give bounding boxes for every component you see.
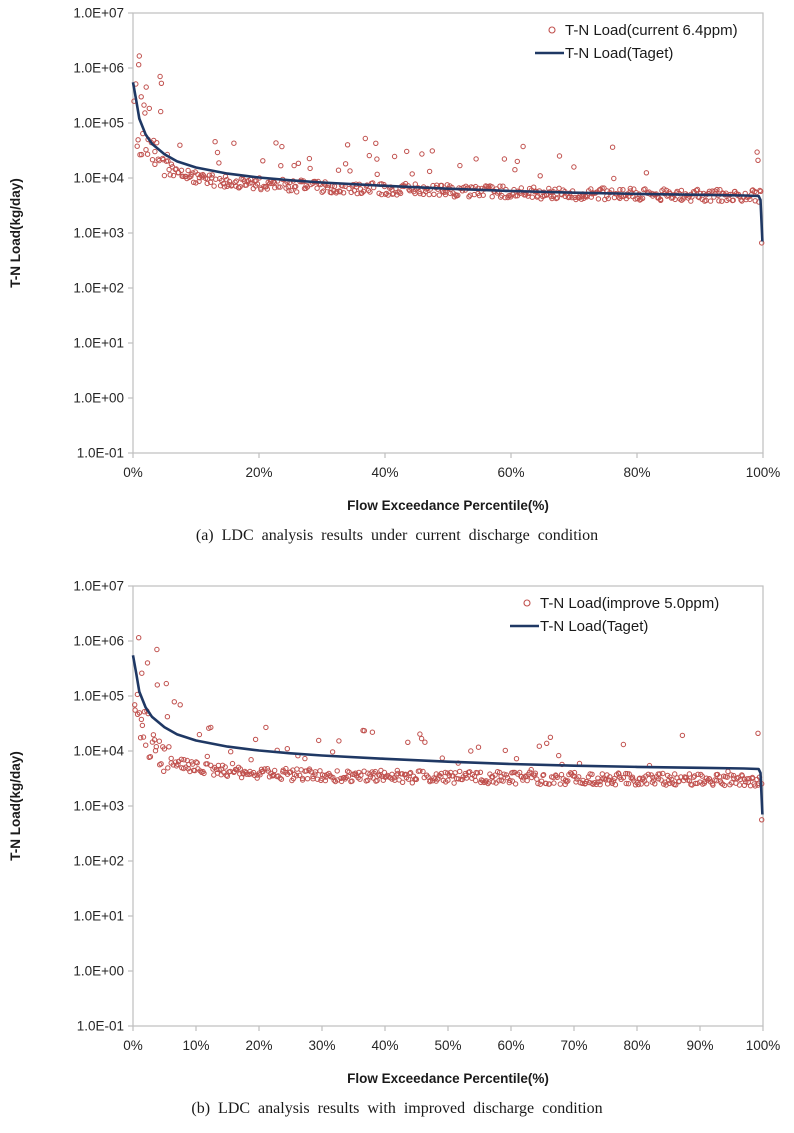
y-tick-label: 1.0E+01 bbox=[73, 336, 124, 351]
y-tick-label: 1.0E+07 bbox=[73, 579, 124, 594]
legend-label-line: T-N Load(Taget) bbox=[540, 618, 648, 635]
x-tick-label: 40% bbox=[371, 1038, 398, 1053]
legend-label-line: T-N Load(Taget) bbox=[565, 45, 673, 62]
y-axis-title: T-N Load(kg/day) bbox=[8, 178, 23, 288]
x-tick-label: 60% bbox=[497, 1038, 524, 1053]
y-tick-label: 1.0E+01 bbox=[73, 909, 124, 924]
legend-marker-icon bbox=[548, 26, 556, 34]
x-tick-label: 80% bbox=[623, 1038, 650, 1053]
y-tick-label: 1.0E+06 bbox=[73, 634, 124, 649]
chart-a-caption: (a) LDC analysis results under current d… bbox=[195, 527, 599, 544]
x-tick-label: 20% bbox=[245, 1038, 272, 1053]
x-tick-label: 70% bbox=[560, 1038, 587, 1053]
chart-b-plot: 1.0E+07 1.0E+06 1.0E+05 1.0E+04 1.0E+03 1.0E+… bbox=[8, 579, 780, 1087]
x-axis-title: Flow Exceedance Percentile(%) bbox=[347, 498, 549, 513]
y-tick-label: 1.0E+06 bbox=[73, 61, 124, 76]
plot-frame bbox=[132, 585, 764, 1027]
scatter-series bbox=[132, 634, 765, 823]
chart-b-caption: (b) LDC analysis results with improved d… bbox=[191, 1100, 603, 1117]
y-axis-title: T-N Load(kg/day) bbox=[8, 751, 23, 861]
y-axis: 1.0E+07 1.0E+06 1.0E+05 1.0E+04 1.0E+03 1.0E+… bbox=[73, 579, 133, 1034]
legend-label-scatter: T-N Load(current 6.4ppm) bbox=[565, 22, 738, 39]
y-tick-label: 1.0E+00 bbox=[73, 964, 124, 979]
y-tick-label: 1.0E+03 bbox=[73, 226, 124, 241]
x-tick-label: 60% bbox=[497, 465, 524, 480]
scatter-series bbox=[131, 53, 765, 246]
y-axis: 1.0E+07 1.0E+06 1.0E+05 1.0E+04 1.0E+03 1.0E+… bbox=[73, 6, 133, 461]
x-tick-label: 50% bbox=[434, 1038, 461, 1053]
target-line bbox=[131, 82, 764, 242]
x-axis: 0% 10% 20% 30% 40% 50% 60% 70% 80% 90% 100% bbox=[123, 1026, 780, 1053]
x-tick-label: 10% bbox=[182, 1038, 209, 1053]
x-axis-title: Flow Exceedance Percentile(%) bbox=[347, 1071, 549, 1086]
chart-a-plot: 1.0E+07 1.0E+06 1.0E+05 1.0E+04 1.0E+03 1.0E+… bbox=[8, 6, 780, 514]
target-line bbox=[131, 655, 764, 815]
x-tick-label: 100% bbox=[746, 1038, 781, 1053]
legend-marker-icon bbox=[523, 599, 531, 607]
y-tick-label: 1.0E+04 bbox=[73, 744, 124, 759]
x-tick-label: 30% bbox=[308, 1038, 335, 1053]
legend: T-N Load(improve 5.0ppm) T-N Load(Taget) bbox=[510, 595, 719, 635]
y-tick-label: 1.0E-01 bbox=[77, 446, 124, 461]
x-tick-label: 0% bbox=[123, 1038, 143, 1053]
y-tick-label: 1.0E+02 bbox=[73, 281, 124, 296]
x-tick-label: 0% bbox=[123, 465, 143, 480]
x-tick-label: 40% bbox=[371, 465, 398, 480]
y-tick-label: 1.0E+02 bbox=[73, 854, 124, 869]
y-tick-label: 1.0E+03 bbox=[73, 799, 124, 814]
plot-frame bbox=[132, 12, 764, 454]
y-tick-label: 1.0E+05 bbox=[73, 689, 124, 704]
x-tick-label: 90% bbox=[686, 1038, 713, 1053]
x-tick-label: 80% bbox=[623, 465, 650, 480]
y-tick-label: 1.0E+05 bbox=[73, 116, 124, 131]
legend: T-N Load(current 6.4ppm) T-N Load(Taget) bbox=[535, 22, 738, 62]
x-axis: 0% 20% 40% 60% 80% 100% bbox=[123, 453, 780, 480]
x-tick-label: 100% bbox=[746, 465, 781, 480]
chart-a-block: 1.0E+07 1.0E+06 1.0E+05 1.0E+04 1.0E+03 1.0E+… bbox=[0, 0, 794, 547]
y-tick-label: 1.0E+00 bbox=[73, 391, 124, 406]
chart-b-block: 1.0E+07 1.0E+06 1.0E+05 1.0E+04 1.0E+03 1.0E+… bbox=[0, 573, 794, 1120]
legend-label-scatter: T-N Load(improve 5.0ppm) bbox=[540, 595, 719, 612]
x-tick-label: 20% bbox=[245, 465, 272, 480]
y-tick-label: 1.0E+04 bbox=[73, 171, 124, 186]
y-tick-label: 1.0E+07 bbox=[73, 6, 124, 21]
y-tick-label: 1.0E-01 bbox=[77, 1019, 124, 1034]
